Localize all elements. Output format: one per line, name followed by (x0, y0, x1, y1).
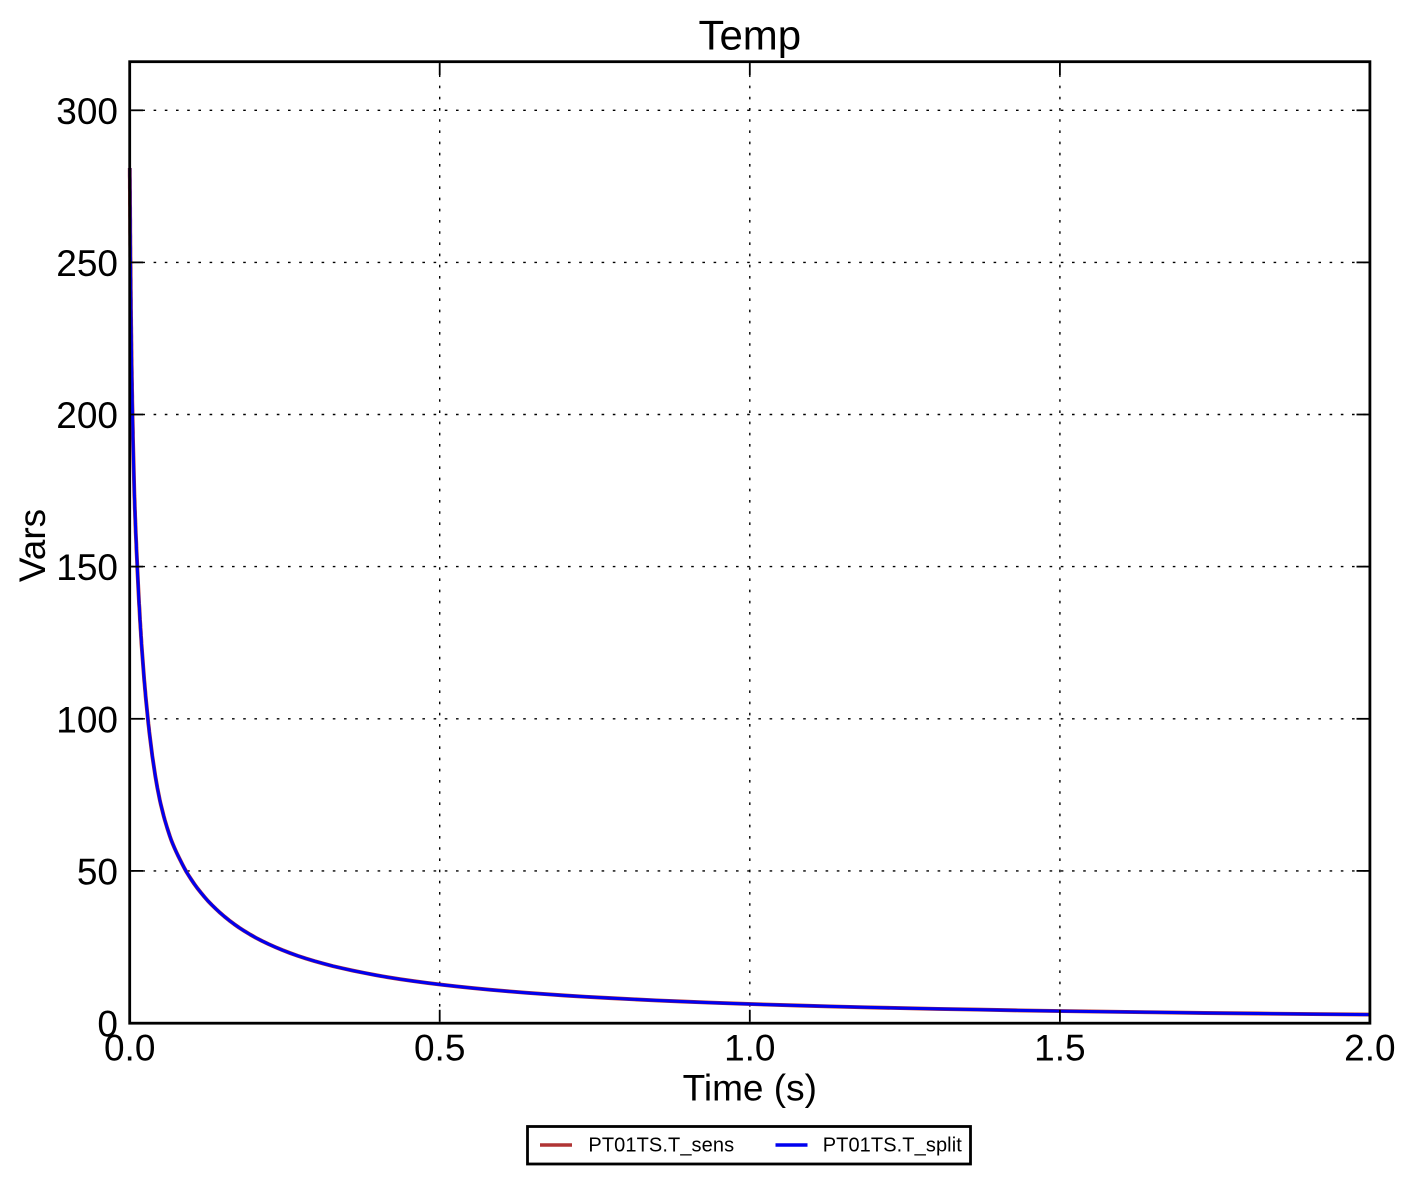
svg-text:0.0: 0.0 (104, 1028, 155, 1069)
svg-text:150: 150 (56, 547, 118, 588)
svg-text:250: 250 (56, 243, 118, 284)
svg-text:0: 0 (97, 1004, 118, 1045)
svg-text:1.5: 1.5 (1034, 1028, 1085, 1069)
svg-text:100: 100 (56, 699, 118, 740)
svg-text:50: 50 (77, 851, 118, 892)
svg-text:Vars: Vars (12, 509, 53, 582)
svg-text:Time (s): Time (s) (683, 1068, 817, 1109)
svg-text:PT01TS.T_sens: PT01TS.T_sens (588, 1135, 734, 1157)
svg-text:200: 200 (56, 395, 118, 436)
svg-text:PT01TS.T_split: PT01TS.T_split (823, 1135, 963, 1157)
svg-text:1.0: 1.0 (724, 1028, 775, 1069)
svg-text:0.5: 0.5 (414, 1028, 465, 1069)
svg-text:2.0: 2.0 (1344, 1028, 1395, 1069)
svg-text:Temp: Temp (698, 12, 801, 59)
svg-text:300: 300 (56, 91, 118, 132)
